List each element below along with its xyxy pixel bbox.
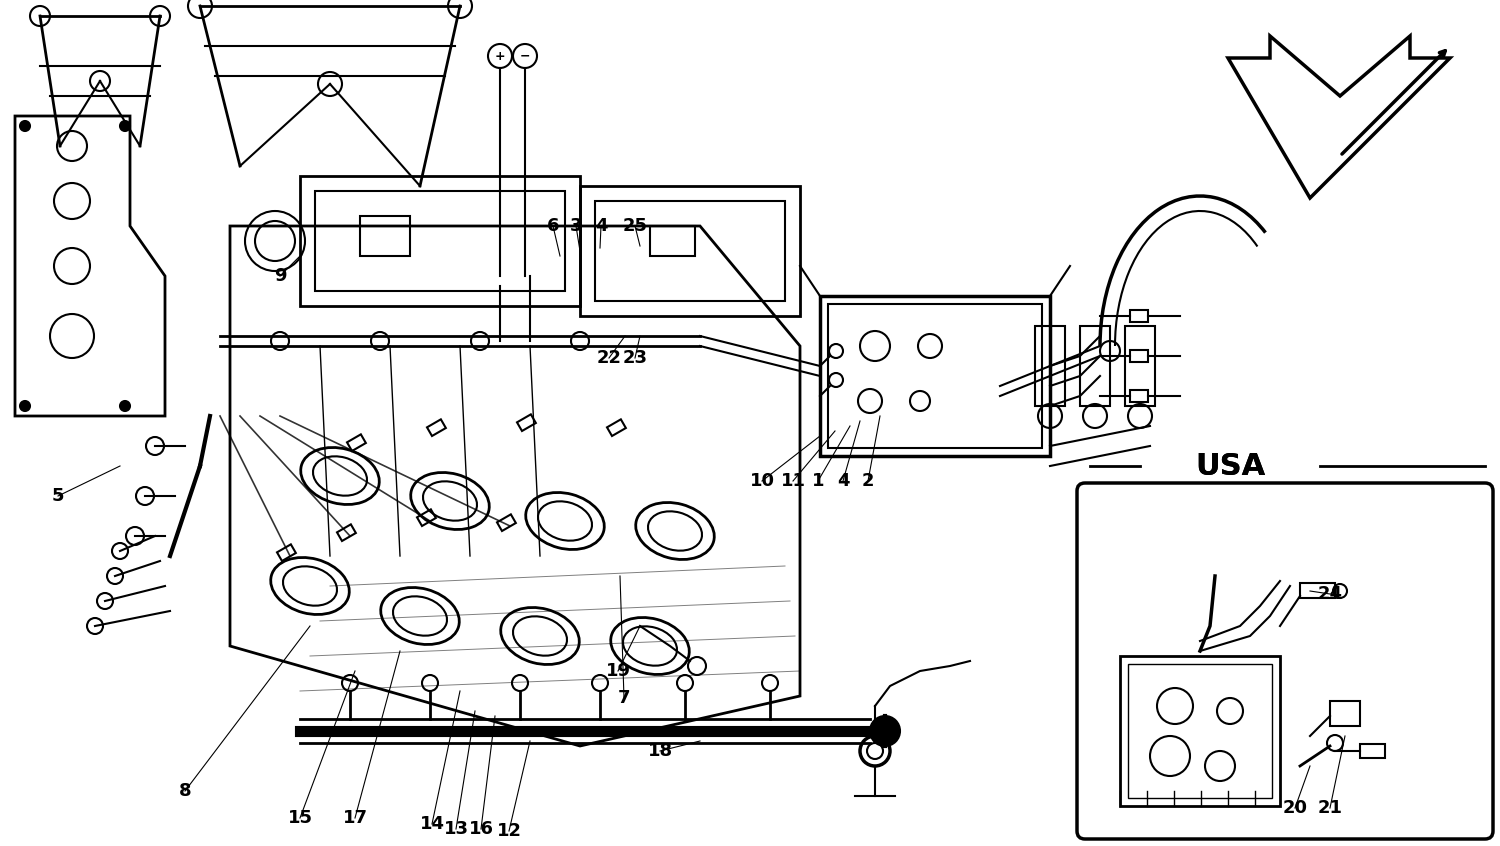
Circle shape (20, 401, 30, 411)
Polygon shape (1228, 36, 1450, 198)
Bar (1035, 326, 1065, 406)
Text: 12: 12 (496, 822, 522, 840)
Bar (1130, 350, 1148, 362)
Text: 22: 22 (597, 349, 621, 367)
Text: 11: 11 (780, 472, 806, 490)
Bar (821, 296, 1050, 456)
Text: 15: 15 (288, 809, 312, 827)
Circle shape (870, 716, 900, 746)
Text: 14: 14 (420, 815, 444, 833)
Text: 17: 17 (342, 809, 368, 827)
Text: 21: 21 (1317, 799, 1342, 817)
Bar (1130, 390, 1148, 402)
Text: 6: 6 (546, 217, 560, 235)
Text: 8: 8 (178, 782, 192, 800)
Text: USA: USA (1196, 452, 1264, 481)
Text: 18: 18 (648, 742, 672, 760)
Text: 4: 4 (594, 217, 608, 235)
Bar (417, 509, 436, 526)
FancyBboxPatch shape (1077, 483, 1492, 839)
Bar (427, 420, 445, 436)
Bar (580, 186, 800, 316)
Text: 13: 13 (444, 820, 468, 838)
Text: 2: 2 (861, 472, 874, 490)
Bar (1120, 656, 1280, 806)
Text: 9: 9 (273, 267, 286, 285)
Text: 5: 5 (51, 487, 64, 505)
Bar (1130, 310, 1148, 322)
Bar (1330, 701, 1360, 726)
Text: USA: USA (1196, 452, 1264, 481)
Text: 19: 19 (606, 662, 630, 680)
Bar (360, 216, 410, 256)
Text: +: + (495, 50, 506, 63)
Bar (518, 415, 536, 431)
Text: 10: 10 (750, 472, 774, 490)
Bar (1125, 326, 1155, 406)
Text: 3: 3 (570, 217, 582, 235)
Text: 1: 1 (812, 472, 825, 490)
Text: 24: 24 (1317, 585, 1342, 603)
Text: 7: 7 (618, 689, 630, 707)
Bar (1300, 583, 1335, 598)
Circle shape (20, 121, 30, 131)
Bar (608, 420, 625, 436)
Bar (315, 191, 566, 291)
Bar (278, 544, 296, 561)
Bar (1128, 664, 1272, 798)
Bar (1080, 326, 1110, 406)
Bar (1360, 744, 1384, 758)
Text: 20: 20 (1282, 799, 1308, 817)
Text: 25: 25 (622, 217, 648, 235)
Text: 23: 23 (622, 349, 648, 367)
Text: 16: 16 (468, 820, 494, 838)
Bar (650, 226, 694, 256)
Bar (596, 201, 784, 301)
Bar (496, 514, 516, 531)
Circle shape (120, 401, 130, 411)
Bar (346, 434, 366, 451)
Text: 4: 4 (837, 472, 849, 490)
Text: −: − (519, 50, 531, 63)
Bar (828, 304, 1042, 448)
Bar (338, 525, 356, 541)
Circle shape (120, 121, 130, 131)
Bar (300, 176, 580, 306)
